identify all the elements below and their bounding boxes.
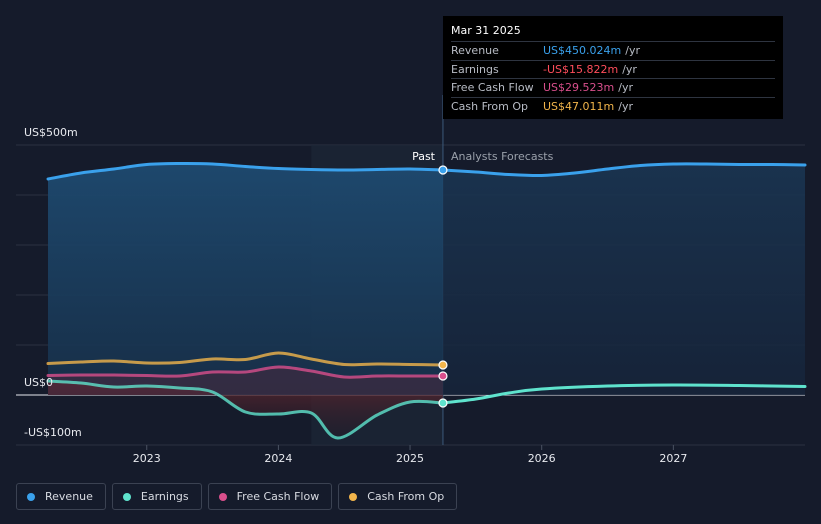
tooltip-row: Earnings -US$15.822m/yr <box>451 59 775 79</box>
tooltip-row-value: -US$15.822m <box>543 62 619 76</box>
legend-label: Earnings <box>140 490 189 503</box>
tooltip-row-label: Cash From Op <box>451 99 529 113</box>
series-lines <box>46 161 807 440</box>
legend-label: Cash From Op <box>367 490 445 503</box>
legend-dot-icon <box>218 492 227 501</box>
tooltip-row-value: US$29.523m <box>543 81 615 95</box>
legend-dot-icon <box>122 492 131 501</box>
revenue-area-forecast <box>442 163 805 395</box>
tooltip-row-unit: /yr <box>622 62 637 76</box>
legend-item-earnings[interactable]: Earnings <box>111 483 202 510</box>
past-label: Past <box>412 150 436 163</box>
free-cash-flow-marker <box>438 371 448 381</box>
legend-label: Free Cash Flow <box>236 490 320 503</box>
tooltip-row: Free Cash Flow US$29.523m/yr <box>451 78 775 97</box>
legend: Revenue Earnings Free Cash Flow Cash From O… <box>16 483 458 510</box>
x-tick-label: 2024 <box>264 452 292 465</box>
x-tick-label: 2026 <box>528 452 556 465</box>
legend-item-revenue[interactable]: Revenue <box>16 483 106 510</box>
y-label-bottom: -US$100m <box>24 426 82 439</box>
forecast-label: Analysts Forecasts <box>451 150 554 163</box>
tooltip: Mar 31 2025 Revenue US$450.024m/yr Earning… <box>443 16 783 119</box>
earnings-line <box>46 379 445 440</box>
x-axis-ticks: 2023 2024 2025 2026 2027 <box>133 445 687 465</box>
legend-item-cash-from-op[interactable]: Cash From Op <box>338 483 458 510</box>
tooltip-row-label: Earnings <box>451 62 499 76</box>
y-label-zero: US$0 <box>24 376 53 389</box>
tooltip-row-unit: /yr <box>625 44 640 58</box>
tooltip-row-value: US$450.024m <box>543 44 622 58</box>
series-areas <box>48 163 805 439</box>
x-tick-label: 2023 <box>133 452 161 465</box>
tooltip-row-value: US$47.011m <box>543 99 615 113</box>
cash-from-op-marker <box>438 360 448 370</box>
tooltip-row-label: Revenue <box>451 44 499 58</box>
revenue-line <box>46 161 445 181</box>
cash-from-op-line <box>46 351 445 367</box>
revenue-marker <box>438 165 448 175</box>
revenue-area-past <box>48 163 443 395</box>
tooltip-rows: Revenue US$450.024m/yr Earnings -US$15.822m… <box>451 41 775 115</box>
tooltip-row-unit: /yr <box>618 81 633 95</box>
tooltip-date: Mar 31 2025 <box>451 24 521 37</box>
earnings-area <box>48 381 443 439</box>
legend-dot-icon <box>349 492 358 501</box>
revenue-forecast-line <box>441 162 807 178</box>
y-label-top: US$500m <box>24 126 78 139</box>
x-tick-label: 2025 <box>396 452 424 465</box>
tooltip-row-label: Free Cash Flow <box>451 81 534 95</box>
fcf-area <box>48 366 443 395</box>
tooltip-row: Revenue US$450.024m/yr <box>451 41 775 60</box>
free-cash-flow-line <box>46 365 445 379</box>
tooltip-row: Cash From Op US$47.011m/yr <box>451 96 775 116</box>
hover-markers <box>438 165 448 408</box>
earnings-marker <box>438 398 448 408</box>
legend-dot-icon <box>27 492 35 501</box>
x-tick-label: 2027 <box>659 452 687 465</box>
legend-label: Revenue <box>45 490 93 503</box>
tooltip-row-unit: /yr <box>618 99 633 113</box>
earnings-forecast-line <box>441 383 807 405</box>
legend-item-free-cash-flow[interactable]: Free Cash Flow <box>207 483 333 510</box>
